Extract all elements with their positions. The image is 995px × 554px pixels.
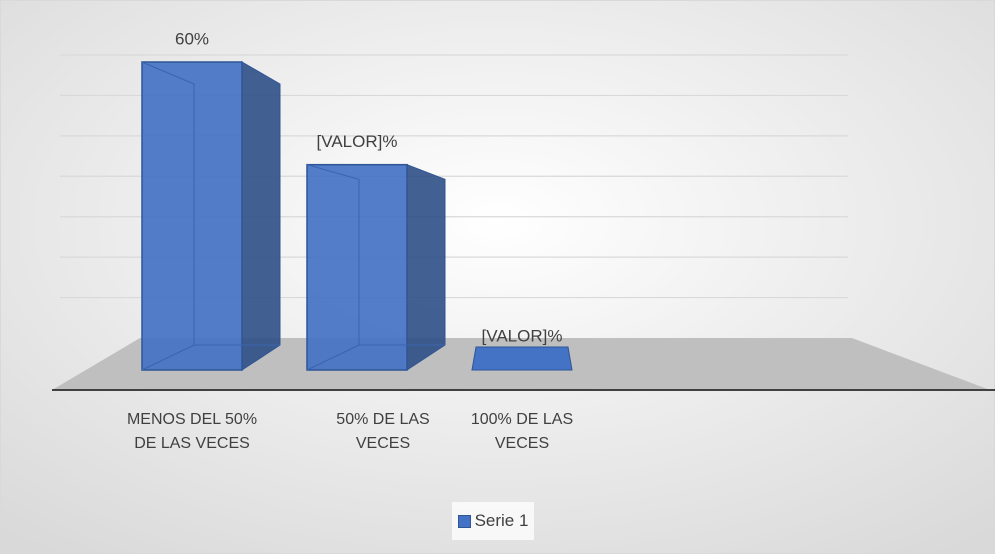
bar: [306, 163, 446, 371]
legend-label: Serie 1: [474, 511, 529, 530]
data-label: [VALOR]%: [482, 326, 563, 345]
bar: [141, 61, 281, 371]
data-label: 60%: [175, 29, 209, 48]
bar-front: [141, 61, 243, 371]
bar-front: [306, 163, 408, 371]
bar-top: [471, 346, 573, 371]
x-tick-label: 50% DE LAS VECES: [336, 411, 430, 452]
legend-swatch: [457, 514, 471, 528]
x-tick-label: 100% DE LAS VECES: [470, 411, 574, 452]
bar: [471, 346, 573, 371]
bar-back-edge: [306, 164, 360, 371]
legend: Serie 1: [452, 502, 534, 540]
bar-side: [406, 163, 446, 371]
bar-back-edge: [141, 61, 195, 371]
bar-side: [241, 61, 281, 371]
data-label: [VALOR]%: [317, 132, 398, 151]
x-tick-label: MENOS DEL 50% DE LAS VECES: [126, 411, 258, 452]
